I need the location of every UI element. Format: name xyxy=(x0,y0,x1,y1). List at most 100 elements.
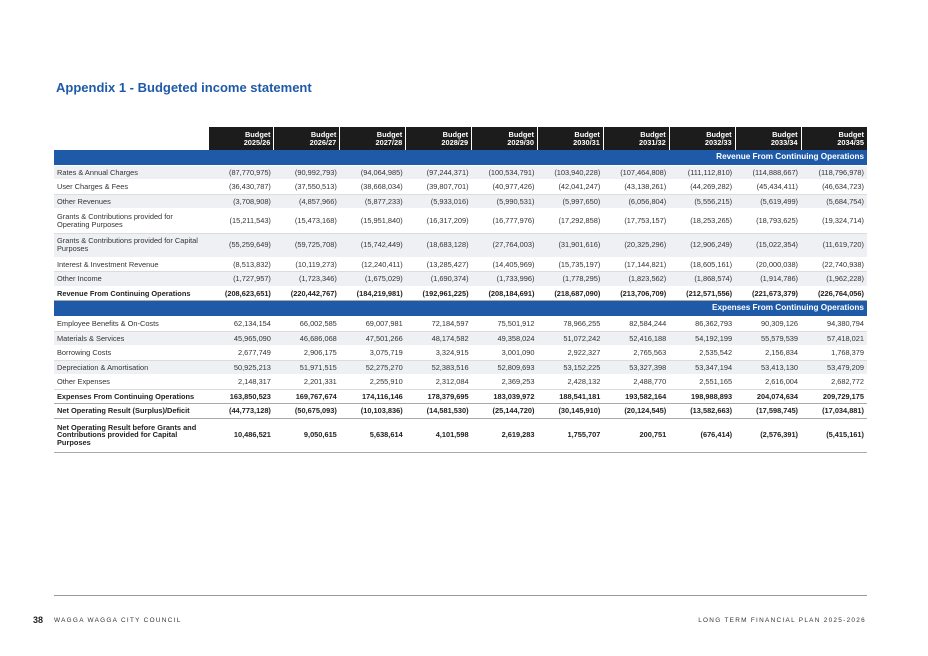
column-header: Budget 2027/28 xyxy=(339,127,406,150)
row-label: Borrowing Costs xyxy=(54,345,209,361)
value-cell: (676,414) xyxy=(669,418,736,453)
value-cell: 2,922,327 xyxy=(537,345,604,361)
footer-council-name: WAGGA WAGGA CITY COUNCIL xyxy=(54,617,182,624)
column-header-line2: 2028/29 xyxy=(441,138,469,148)
value-cell: 2,682,772 xyxy=(801,374,867,390)
value-cell: (31,901,616) xyxy=(537,233,604,258)
value-cell: (8,513,832) xyxy=(208,257,274,273)
row-label: Rates & Annual Charges xyxy=(54,165,209,181)
value-cell: (1,823,562) xyxy=(603,271,670,287)
value-cell: 55,579,539 xyxy=(735,331,802,347)
value-cell: (42,041,247) xyxy=(537,179,604,195)
section-heading: Revenue From Continuing Operations xyxy=(54,150,867,166)
value-cell: (1,868,574) xyxy=(669,271,736,287)
value-cell: (208,184,691) xyxy=(471,286,538,302)
value-cell: 45,965,090 xyxy=(208,331,274,347)
value-cell: (4,857,966) xyxy=(273,194,340,210)
table-row: Other Expenses 2,148,317 2,201,331 2,255,91… xyxy=(54,374,867,390)
value-cell: 2,255,910 xyxy=(339,374,406,390)
value-cell: (15,742,449) xyxy=(339,233,406,258)
value-cell: 183,039,972 xyxy=(471,389,538,405)
value-cell: (1,733,996) xyxy=(471,271,538,287)
value-cell: (12,906,249) xyxy=(669,233,736,258)
value-cell: (5,990,531) xyxy=(471,194,538,210)
value-cell: 51,971,515 xyxy=(273,360,340,376)
column-header: Budget 2028/29 xyxy=(405,127,472,150)
table-row: Depreciation & Amortisation 50,925,213 51,… xyxy=(54,360,867,376)
value-cell: (226,764,056) xyxy=(801,286,867,302)
value-cell: (17,144,821) xyxy=(603,257,670,273)
value-cell: 1,755,707 xyxy=(537,418,604,453)
table-row: Net Operating Result (Surplus)/Deficit (4… xyxy=(54,403,867,419)
value-cell: 193,582,164 xyxy=(603,389,670,405)
value-cell: (15,735,197) xyxy=(537,257,604,273)
value-cell: (1,962,228) xyxy=(801,271,867,287)
column-header: Budget 2031/32 xyxy=(602,127,670,150)
column-header-line2: 2032/33 xyxy=(704,138,732,148)
row-label: Grants & Contributions provided for Capi… xyxy=(54,233,209,258)
row-label: Revenue From Continuing Operations xyxy=(54,286,209,302)
row-label: Net Operating Result before Grants and C… xyxy=(54,418,209,453)
value-cell: 1,768,379 xyxy=(801,345,867,361)
value-cell: 62,134,154 xyxy=(208,316,274,332)
column-header-line1: Budget xyxy=(508,130,534,140)
table-row: Grants & Contributions provided for Capi… xyxy=(54,233,867,258)
value-cell: (27,764,003) xyxy=(471,233,538,258)
table-row: Grants & Contributions provided for Oper… xyxy=(54,208,867,234)
value-cell: (20,124,545) xyxy=(603,403,670,419)
value-cell: (5,415,161) xyxy=(801,418,867,453)
column-header-line2: 2033/34 xyxy=(770,138,798,148)
value-cell: (1,914,786) xyxy=(735,271,802,287)
value-cell: 49,358,024 xyxy=(471,331,538,347)
value-cell: 2,535,542 xyxy=(669,345,736,361)
value-cell: 52,275,270 xyxy=(339,360,406,376)
value-cell: 94,380,794 xyxy=(801,316,867,332)
row-label: Net Operating Result (Surplus)/Deficit xyxy=(54,403,209,419)
column-header-line1: Budget xyxy=(838,130,864,140)
value-cell: 200,751 xyxy=(603,418,670,453)
value-cell: 54,192,199 xyxy=(669,331,736,347)
value-cell: 10,486,521 xyxy=(208,418,274,453)
section-heading-row: Expenses From Continuing Operations xyxy=(54,300,867,318)
value-cell: (192,961,225) xyxy=(405,286,472,302)
value-cell: (12,240,411) xyxy=(339,257,406,273)
value-cell: (45,434,411) xyxy=(735,179,802,195)
value-cell: 2,677,749 xyxy=(208,345,274,361)
value-cell: 2,201,331 xyxy=(273,374,340,390)
value-cell: (1,723,346) xyxy=(273,271,340,287)
value-cell: (213,706,709) xyxy=(603,286,670,302)
value-cell: 2,156,834 xyxy=(735,345,802,361)
value-cell: (111,112,810) xyxy=(669,165,736,181)
value-cell: 90,309,126 xyxy=(735,316,802,332)
value-cell: (94,064,985) xyxy=(339,165,406,181)
table-row: Rates & Annual Charges (87,770,975) (90,99… xyxy=(54,165,867,181)
value-cell: (87,770,975) xyxy=(208,165,274,181)
value-cell: 2,488,770 xyxy=(603,374,670,390)
row-label: Other Expenses xyxy=(54,374,209,390)
table-row: Revenue From Continuing Operations (208,6… xyxy=(54,286,867,302)
value-cell: (13,285,427) xyxy=(405,257,472,273)
column-header-line2: 2029/30 xyxy=(507,138,534,148)
value-cell: (40,977,426) xyxy=(471,179,538,195)
value-cell: (5,933,016) xyxy=(405,194,472,210)
value-cell: 2,369,253 xyxy=(471,374,538,390)
value-cell: (2,576,391) xyxy=(735,418,802,453)
page-title: Appendix 1 - Budgeted income statement xyxy=(56,80,312,95)
value-cell: 3,001,090 xyxy=(471,345,538,361)
value-cell: (5,556,215) xyxy=(669,194,736,210)
value-cell: (14,405,969) xyxy=(471,257,538,273)
value-cell: (114,888,667) xyxy=(735,165,802,181)
value-cell: (1,727,957) xyxy=(208,271,274,287)
table-row: Employee Benefits & On-Costs 62,134,154 66… xyxy=(54,316,867,332)
column-header-line1: Budget xyxy=(574,130,600,140)
value-cell: (18,605,161) xyxy=(669,257,736,273)
row-label: Employee Benefits & On-Costs xyxy=(54,316,209,332)
value-cell: 2,619,283 xyxy=(471,418,538,453)
value-cell: 2,148,317 xyxy=(208,374,274,390)
value-cell: (6,056,804) xyxy=(603,194,670,210)
column-header: Budget 2032/33 xyxy=(668,127,736,150)
row-label: Interest & Investment Revenue xyxy=(54,257,209,273)
value-cell: (10,103,836) xyxy=(339,403,406,419)
value-cell: (19,324,714) xyxy=(801,208,867,234)
table-row: Expenses From Continuing Operations 163,8… xyxy=(54,389,867,405)
